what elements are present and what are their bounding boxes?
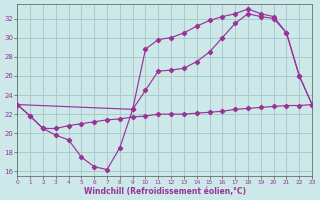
- X-axis label: Windchill (Refroidissement éolien,°C): Windchill (Refroidissement éolien,°C): [84, 187, 246, 196]
